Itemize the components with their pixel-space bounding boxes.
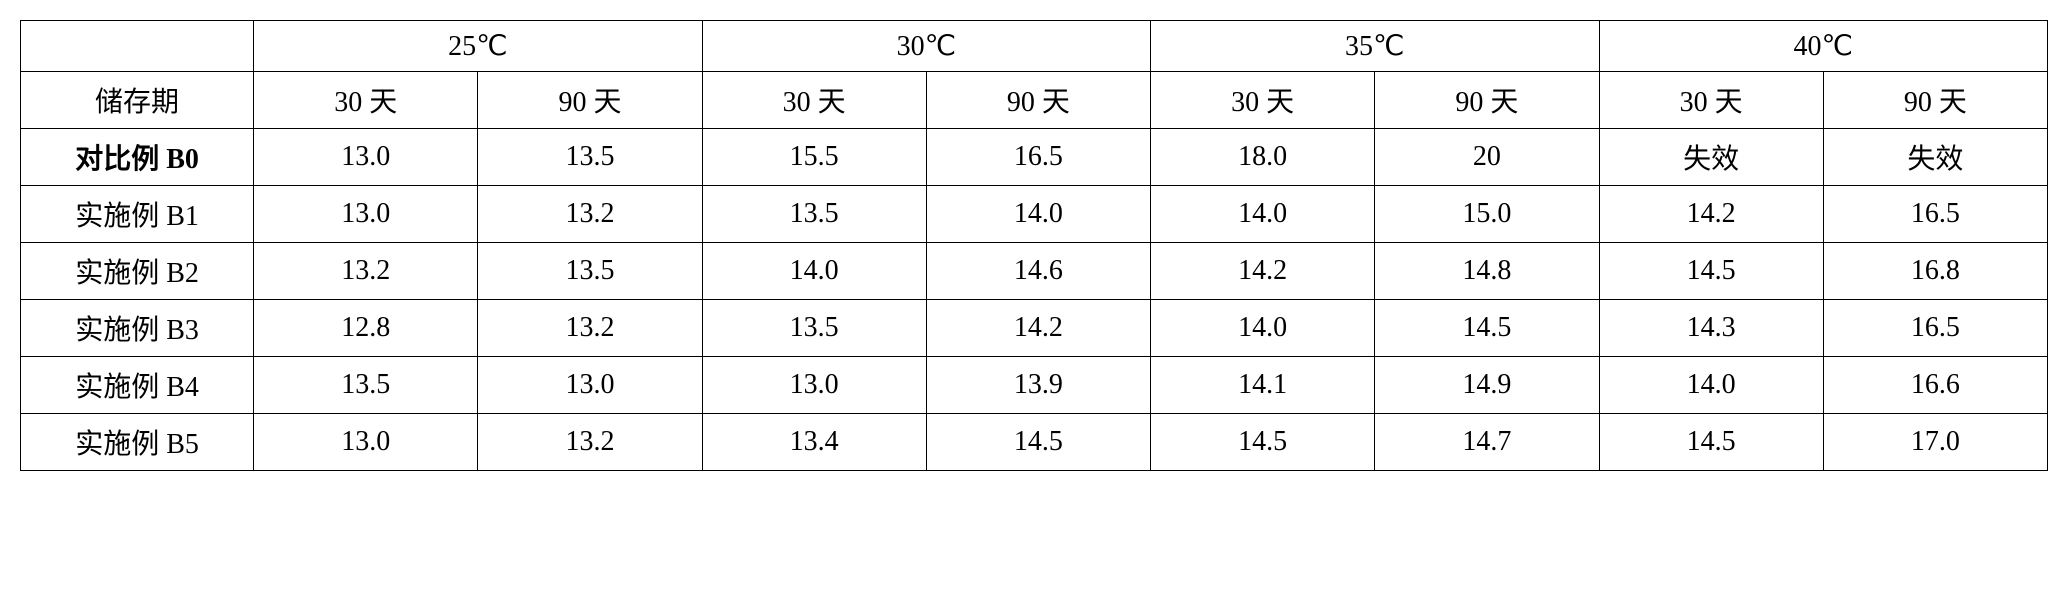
period-header-cell: 90 天 xyxy=(478,72,702,129)
period-header-cell: 90 天 xyxy=(1823,72,2047,129)
table-row: 实施例 B1 13.0 13.2 13.5 14.0 14.0 15.0 14.… xyxy=(21,186,2048,243)
data-cell: 16.5 xyxy=(1823,300,2047,357)
data-cell: 失效 xyxy=(1823,129,2047,186)
data-cell: 20 xyxy=(1375,129,1599,186)
temp-header-cell: 40℃ xyxy=(1599,21,2048,72)
data-cell: 16.5 xyxy=(1823,186,2047,243)
row-label-cell: 实施例 B4 xyxy=(21,357,254,414)
data-cell: 13.2 xyxy=(478,186,702,243)
data-cell: 13.5 xyxy=(478,243,702,300)
temp-header-cell: 25℃ xyxy=(254,21,702,72)
data-cell: 12.8 xyxy=(254,300,478,357)
row-label-cell: 实施例 B2 xyxy=(21,243,254,300)
table-row: 实施例 B4 13.5 13.0 13.0 13.9 14.1 14.9 14.… xyxy=(21,357,2048,414)
data-cell: 13.0 xyxy=(254,186,478,243)
row-label-cell: 实施例 B5 xyxy=(21,414,254,471)
row-label-cell: 实施例 B1 xyxy=(21,186,254,243)
data-cell: 14.2 xyxy=(926,300,1150,357)
data-cell: 13.5 xyxy=(254,357,478,414)
data-cell: 13.4 xyxy=(702,414,926,471)
data-cell: 14.5 xyxy=(1599,243,1823,300)
period-header-cell: 30 天 xyxy=(254,72,478,129)
period-label-cell: 储存期 xyxy=(21,72,254,129)
data-cell: 14.2 xyxy=(1599,186,1823,243)
data-cell: 13.0 xyxy=(254,414,478,471)
data-cell: 14.9 xyxy=(1375,357,1599,414)
row-label-cell: 实施例 B3 xyxy=(21,300,254,357)
data-cell: 16.6 xyxy=(1823,357,2047,414)
data-cell: 13.5 xyxy=(702,300,926,357)
header-row-temperatures: 25℃ 30℃ 35℃ 40℃ xyxy=(21,21,2048,72)
data-cell: 14.0 xyxy=(1151,186,1375,243)
data-cell: 14.7 xyxy=(1375,414,1599,471)
data-cell: 14.0 xyxy=(702,243,926,300)
temp-header-cell: 30℃ xyxy=(702,21,1150,72)
data-cell: 18.0 xyxy=(1151,129,1375,186)
period-header-cell: 90 天 xyxy=(926,72,1150,129)
data-cell: 13.0 xyxy=(478,357,702,414)
table-row: 对比例 B0 13.0 13.5 15.5 16.5 18.0 20 失效 失效 xyxy=(21,129,2048,186)
data-cell: 14.2 xyxy=(1151,243,1375,300)
data-cell: 14.0 xyxy=(1151,300,1375,357)
data-table: 25℃ 30℃ 35℃ 40℃ 储存期 30 天 90 天 30 天 90 天 … xyxy=(20,20,2048,471)
data-cell: 16.8 xyxy=(1823,243,2047,300)
data-cell: 13.9 xyxy=(926,357,1150,414)
data-cell: 13.0 xyxy=(254,129,478,186)
data-cell: 13.0 xyxy=(702,357,926,414)
data-cell: 16.5 xyxy=(926,129,1150,186)
data-cell: 14.5 xyxy=(1375,300,1599,357)
temp-header-cell: 35℃ xyxy=(1151,21,1599,72)
empty-header-cell xyxy=(21,21,254,72)
data-cell: 14.5 xyxy=(926,414,1150,471)
table-row: 实施例 B3 12.8 13.2 13.5 14.2 14.0 14.5 14.… xyxy=(21,300,2048,357)
row-label-cell: 对比例 B0 xyxy=(21,129,254,186)
data-cell: 13.2 xyxy=(254,243,478,300)
data-cell: 13.2 xyxy=(478,414,702,471)
data-cell: 15.5 xyxy=(702,129,926,186)
data-cell: 14.8 xyxy=(1375,243,1599,300)
period-header-cell: 90 天 xyxy=(1375,72,1599,129)
data-cell: 14.5 xyxy=(1599,414,1823,471)
data-cell: 14.1 xyxy=(1151,357,1375,414)
data-cell: 13.5 xyxy=(478,129,702,186)
table-row: 实施例 B5 13.0 13.2 13.4 14.5 14.5 14.7 14.… xyxy=(21,414,2048,471)
period-header-cell: 30 天 xyxy=(702,72,926,129)
data-cell: 14.0 xyxy=(926,186,1150,243)
data-cell: 14.0 xyxy=(1599,357,1823,414)
data-cell: 17.0 xyxy=(1823,414,2047,471)
header-row-periods: 储存期 30 天 90 天 30 天 90 天 30 天 90 天 30 天 9… xyxy=(21,72,2048,129)
data-cell: 14.6 xyxy=(926,243,1150,300)
period-header-cell: 30 天 xyxy=(1599,72,1823,129)
table-body: 25℃ 30℃ 35℃ 40℃ 储存期 30 天 90 天 30 天 90 天 … xyxy=(21,21,2048,471)
period-header-cell: 30 天 xyxy=(1151,72,1375,129)
data-cell: 14.5 xyxy=(1151,414,1375,471)
data-cell: 13.2 xyxy=(478,300,702,357)
data-cell: 失效 xyxy=(1599,129,1823,186)
data-cell: 14.3 xyxy=(1599,300,1823,357)
data-cell: 15.0 xyxy=(1375,186,1599,243)
data-cell: 13.5 xyxy=(702,186,926,243)
table-row: 实施例 B2 13.2 13.5 14.0 14.6 14.2 14.8 14.… xyxy=(21,243,2048,300)
